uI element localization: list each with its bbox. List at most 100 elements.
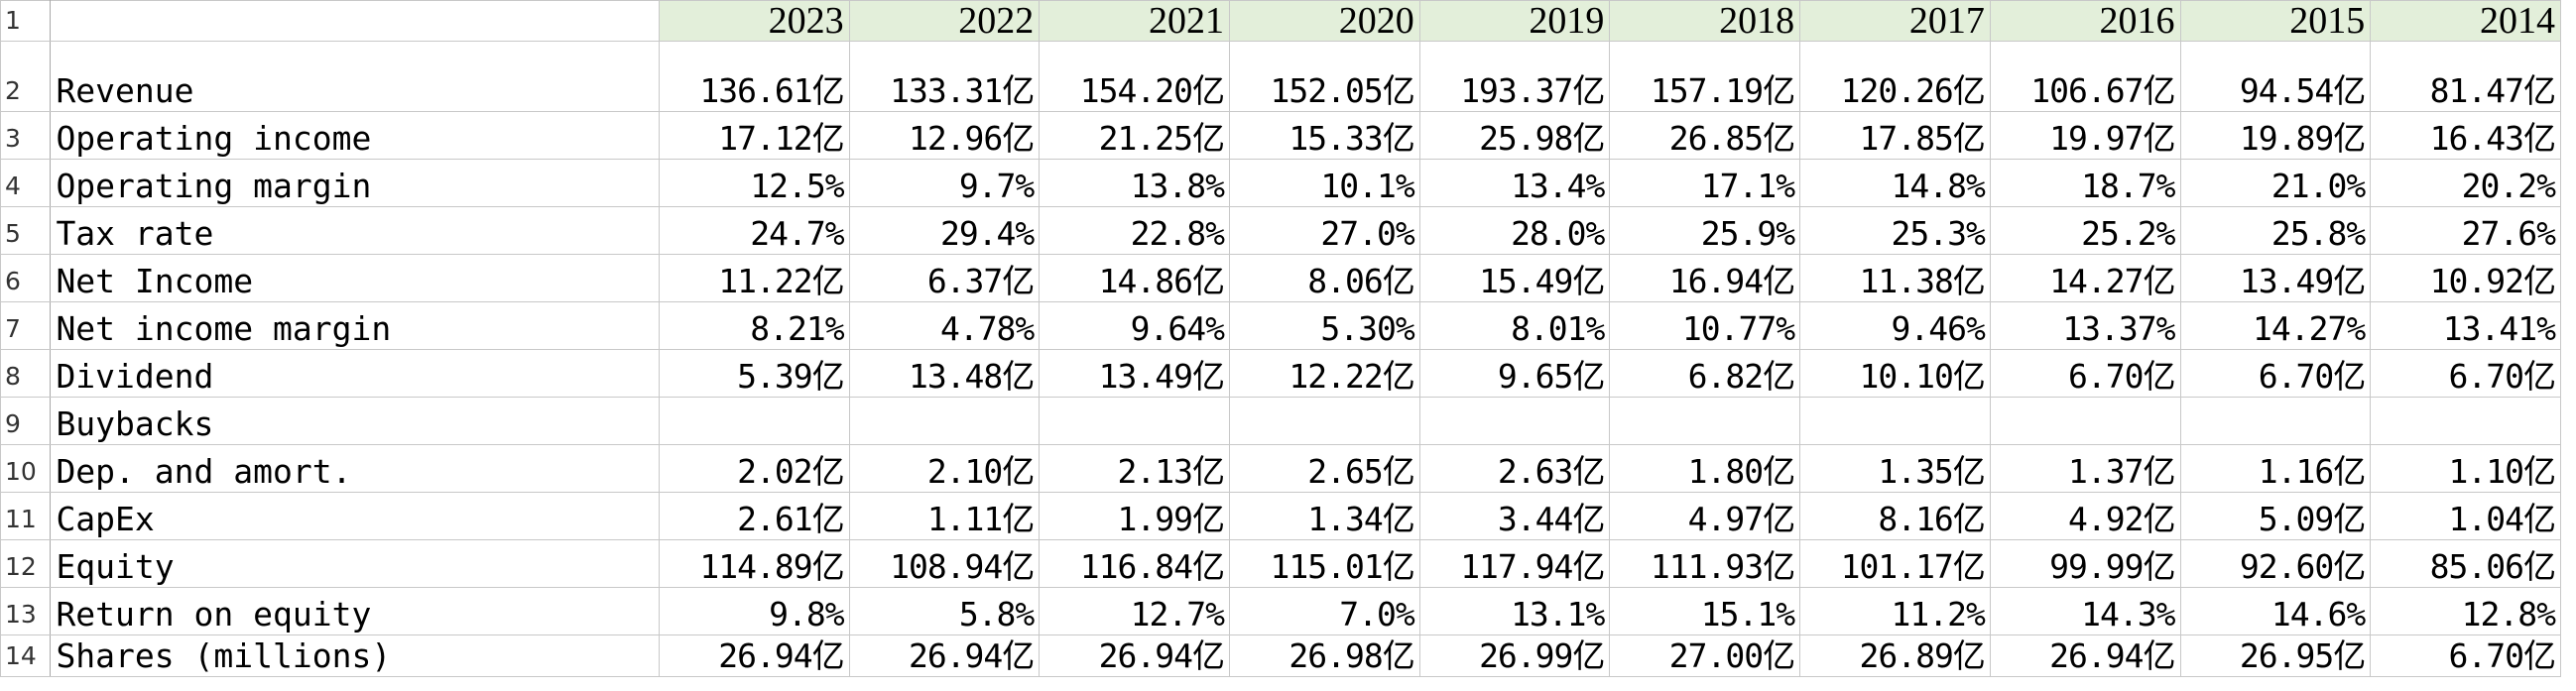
value-cell[interactable]: 99.99亿	[1989, 539, 2181, 588]
value-cell[interactable]: 1.80亿	[1609, 444, 1801, 493]
value-cell[interactable]: 13.4%	[1418, 159, 1611, 207]
value-cell[interactable]: 6.70亿	[2370, 634, 2561, 677]
row-number[interactable]: 3	[0, 111, 52, 160]
value-cell[interactable]: 2.13亿	[1039, 444, 1230, 493]
value-cell[interactable]: 5.39亿	[658, 349, 850, 398]
value-cell[interactable]: 25.2%	[1989, 206, 2181, 255]
value-cell[interactable]	[1609, 397, 1801, 445]
value-cell[interactable]: 1.34亿	[1229, 492, 1420, 540]
value-cell[interactable]: 4.92亿	[1989, 492, 2181, 540]
value-cell[interactable]: 20.2%	[2370, 159, 2561, 207]
value-cell[interactable]: 6.70亿	[2179, 349, 2372, 398]
year-header-cell[interactable]: 2017	[1799, 0, 1991, 42]
year-header-cell[interactable]: 2014	[2370, 0, 2561, 42]
value-cell[interactable]: 6.82亿	[1609, 349, 1801, 398]
row-number[interactable]: 7	[0, 301, 52, 350]
value-cell[interactable]: 22.8%	[1039, 206, 1230, 255]
value-cell[interactable]: 12.8%	[2370, 587, 2561, 635]
value-cell[interactable]: 26.85亿	[1609, 111, 1801, 160]
value-cell[interactable]: 17.1%	[1609, 159, 1801, 207]
row-number[interactable]: 13	[0, 587, 52, 635]
metric-label-cell[interactable]: Net income margin	[50, 301, 660, 350]
value-cell[interactable]: 85.06亿	[2370, 539, 2561, 588]
metric-label-cell[interactable]: Equity	[50, 539, 660, 588]
value-cell[interactable]: 13.1%	[1418, 587, 1611, 635]
metric-label-cell[interactable]: CapEx	[50, 492, 660, 540]
year-header-cell[interactable]: 2015	[2179, 0, 2372, 42]
row-number[interactable]: 9	[0, 397, 52, 445]
value-cell[interactable]: 27.0%	[1229, 206, 1420, 255]
value-cell[interactable]: 18.7%	[1989, 159, 2181, 207]
value-cell[interactable]: 8.06亿	[1229, 254, 1420, 302]
value-cell[interactable]: 24.7%	[658, 206, 850, 255]
value-cell[interactable]: 13.49亿	[1039, 349, 1230, 398]
value-cell[interactable]: 2.65亿	[1229, 444, 1420, 493]
value-cell[interactable]: 120.26亿	[1799, 41, 1991, 112]
metric-label-cell[interactable]: Dividend	[50, 349, 660, 398]
value-cell[interactable]: 21.25亿	[1039, 111, 1230, 160]
value-cell[interactable]	[2179, 397, 2372, 445]
value-cell[interactable]: 14.27%	[2179, 301, 2372, 350]
value-cell[interactable]: 26.94亿	[1989, 634, 2181, 677]
value-cell[interactable]: 10.77%	[1609, 301, 1801, 350]
metric-label-cell[interactable]: Dep. and amort.	[50, 444, 660, 493]
value-cell[interactable]: 13.37%	[1989, 301, 2181, 350]
value-cell[interactable]: 8.01%	[1418, 301, 1611, 350]
value-cell[interactable]: 5.8%	[848, 587, 1041, 635]
value-cell[interactable]: 26.89亿	[1799, 634, 1991, 677]
value-cell[interactable]: 7.0%	[1229, 587, 1420, 635]
metric-label-cell[interactable]: Net Income	[50, 254, 660, 302]
row-number[interactable]: 10	[0, 444, 52, 493]
value-cell[interactable]: 26.94亿	[658, 634, 850, 677]
value-cell[interactable]: 114.89亿	[658, 539, 850, 588]
value-cell[interactable]: 108.94亿	[848, 539, 1041, 588]
metric-label-cell[interactable]: Buybacks	[50, 397, 660, 445]
value-cell[interactable]	[658, 397, 850, 445]
row-number[interactable]: 12	[0, 539, 52, 588]
value-cell[interactable]: 2.10亿	[848, 444, 1041, 493]
value-cell[interactable]: 15.49亿	[1418, 254, 1611, 302]
value-cell[interactable]: 136.61亿	[658, 41, 850, 112]
year-header-cell[interactable]: 2016	[1989, 0, 2181, 42]
value-cell[interactable]: 2.63亿	[1418, 444, 1611, 493]
value-cell[interactable]: 6.70亿	[1989, 349, 2181, 398]
value-cell[interactable]: 193.37亿	[1418, 41, 1611, 112]
value-cell[interactable]: 26.98亿	[1229, 634, 1420, 677]
value-cell[interactable]	[2370, 397, 2561, 445]
label-header-cell[interactable]	[50, 0, 660, 42]
value-cell[interactable]: 94.54亿	[2179, 41, 2372, 112]
value-cell[interactable]: 8.21%	[658, 301, 850, 350]
row-number[interactable]: 4	[0, 159, 52, 207]
value-cell[interactable]: 10.92亿	[2370, 254, 2561, 302]
value-cell[interactable]: 26.99亿	[1418, 634, 1611, 677]
value-cell[interactable]: 13.49亿	[2179, 254, 2372, 302]
value-cell[interactable]: 26.95亿	[2179, 634, 2372, 677]
metric-label-cell[interactable]: Shares (millions)	[50, 634, 660, 677]
value-cell[interactable]: 12.5%	[658, 159, 850, 207]
value-cell[interactable]: 1.99亿	[1039, 492, 1230, 540]
value-cell[interactable]: 12.22亿	[1229, 349, 1420, 398]
value-cell[interactable]: 19.97亿	[1989, 111, 2181, 160]
value-cell[interactable]: 10.1%	[1229, 159, 1420, 207]
value-cell[interactable]: 5.30%	[1229, 301, 1420, 350]
value-cell[interactable]: 8.16亿	[1799, 492, 1991, 540]
value-cell[interactable]: 1.11亿	[848, 492, 1041, 540]
value-cell[interactable]: 9.46%	[1799, 301, 1991, 350]
value-cell[interactable]: 19.89亿	[2179, 111, 2372, 160]
value-cell[interactable]: 9.64%	[1039, 301, 1230, 350]
value-cell[interactable]: 10.10亿	[1799, 349, 1991, 398]
value-cell[interactable]: 17.85亿	[1799, 111, 1991, 160]
value-cell[interactable]: 14.86亿	[1039, 254, 1230, 302]
value-cell[interactable]	[1229, 397, 1420, 445]
value-cell[interactable]: 1.04亿	[2370, 492, 2561, 540]
metric-label-cell[interactable]: Operating margin	[50, 159, 660, 207]
value-cell[interactable]: 6.37亿	[848, 254, 1041, 302]
metric-label-cell[interactable]: Tax rate	[50, 206, 660, 255]
value-cell[interactable]: 21.0%	[2179, 159, 2372, 207]
value-cell[interactable]: 26.94亿	[1039, 634, 1230, 677]
value-cell[interactable]: 3.44亿	[1418, 492, 1611, 540]
value-cell[interactable]: 157.19亿	[1609, 41, 1801, 112]
year-header-cell[interactable]: 2018	[1609, 0, 1801, 42]
value-cell[interactable]: 15.33亿	[1229, 111, 1420, 160]
value-cell[interactable]: 14.8%	[1799, 159, 1991, 207]
